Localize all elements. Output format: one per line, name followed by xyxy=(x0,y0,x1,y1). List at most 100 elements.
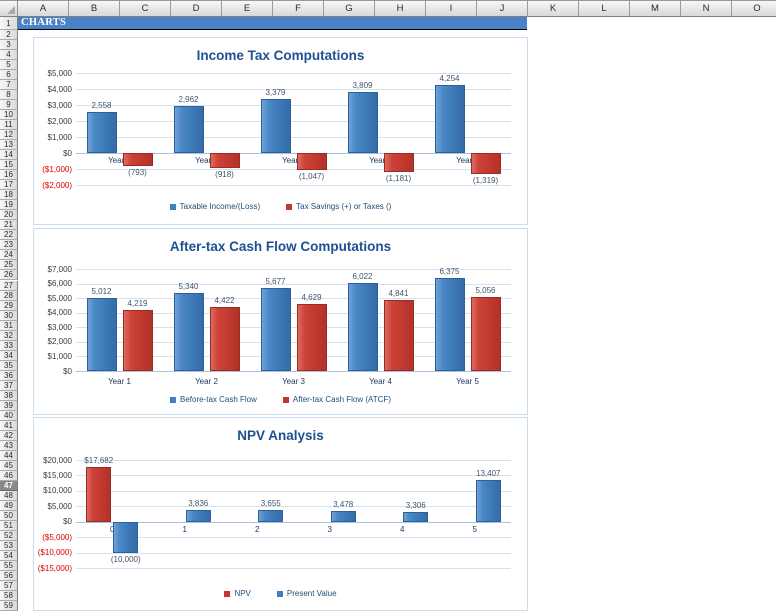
row-header-39[interactable]: 39 xyxy=(0,400,18,411)
row-header-9[interactable]: 9 xyxy=(0,100,18,111)
legend-item-blue[interactable]: Before-tax Cash Flow xyxy=(169,395,257,404)
column-header-O[interactable]: O xyxy=(732,0,776,17)
row-header-13[interactable]: 13 xyxy=(0,140,18,151)
row-header-25[interactable]: 25 xyxy=(0,260,18,271)
column-header-M[interactable]: M xyxy=(630,0,681,17)
row-header-38[interactable]: 38 xyxy=(0,390,18,401)
row-header-43[interactable]: 43 xyxy=(0,440,18,451)
row-header-35[interactable]: 35 xyxy=(0,360,18,371)
bar-blue-cat2[interactable] xyxy=(260,98,291,153)
row-header-50[interactable]: 50 xyxy=(0,510,18,521)
row-header-53[interactable]: 53 xyxy=(0,541,18,552)
row-header-47[interactable]: 47 xyxy=(0,480,18,491)
bar-red-cat1[interactable] xyxy=(209,153,240,168)
cell-charts-title[interactable]: CHARTS xyxy=(18,17,527,30)
column-header-H[interactable]: H xyxy=(375,0,426,17)
bar-red-cat3[interactable] xyxy=(383,300,414,371)
row-header-7[interactable]: 7 xyxy=(0,80,18,91)
bar-blue-cat0[interactable] xyxy=(86,112,117,153)
row-header-12[interactable]: 12 xyxy=(0,130,18,141)
row-header-8[interactable]: 8 xyxy=(0,90,18,101)
legend-item-red[interactable]: NPV xyxy=(224,589,251,598)
bar-blue-cat0[interactable] xyxy=(113,521,139,553)
row-header-51[interactable]: 51 xyxy=(0,520,18,531)
row-header-16[interactable]: 16 xyxy=(0,170,18,181)
row-header-26[interactable]: 26 xyxy=(0,270,18,281)
bar-red-cat0[interactable] xyxy=(122,309,153,371)
row-header-3[interactable]: 3 xyxy=(0,40,18,51)
row-header-6[interactable]: 6 xyxy=(0,70,18,81)
bar-blue-cat4[interactable] xyxy=(403,511,429,522)
select-all-corner[interactable] xyxy=(0,0,18,17)
row-header-45[interactable]: 45 xyxy=(0,460,18,471)
bar-blue-cat4[interactable] xyxy=(434,84,465,153)
bar-blue-cat1[interactable] xyxy=(173,105,204,153)
row-header-56[interactable]: 56 xyxy=(0,571,18,582)
row-header-49[interactable]: 49 xyxy=(0,500,18,511)
chart-after-tax-cash-flow-computations[interactable]: After-tax Cash Flow Computations $7,000 $6… xyxy=(33,228,528,415)
row-header-59[interactable]: 59 xyxy=(0,601,18,611)
bar-red-cat0[interactable] xyxy=(86,467,112,522)
row-header-41[interactable]: 41 xyxy=(0,420,18,431)
row-header-17[interactable]: 17 xyxy=(0,180,18,191)
chart-npv-analysis[interactable]: NPV Analysis $20,000 $15,000 $10,000 $5,000 $… xyxy=(33,417,528,611)
bar-blue-cat2[interactable] xyxy=(260,288,291,371)
row-header-11[interactable]: 11 xyxy=(0,120,18,131)
column-header-I[interactable]: I xyxy=(426,0,477,17)
row-header-55[interactable]: 55 xyxy=(0,561,18,572)
column-header-F[interactable]: F xyxy=(273,0,324,17)
row-header-37[interactable]: 37 xyxy=(0,380,18,391)
row-header-29[interactable]: 29 xyxy=(0,300,18,311)
chart-income-tax-computations[interactable]: Income Tax Computations $5,000 $4,000 $3,00… xyxy=(33,37,528,225)
column-header-E[interactable]: E xyxy=(222,0,273,17)
column-header-D[interactable]: D xyxy=(171,0,222,17)
row-header-20[interactable]: 20 xyxy=(0,210,18,221)
row-header-33[interactable]: 33 xyxy=(0,340,18,351)
row-header-34[interactable]: 34 xyxy=(0,350,18,361)
column-header-N[interactable]: N xyxy=(681,0,732,17)
bar-blue-cat4[interactable] xyxy=(434,278,465,371)
row-header-28[interactable]: 28 xyxy=(0,290,18,301)
bar-blue-cat3[interactable] xyxy=(347,92,378,153)
row-header-27[interactable]: 27 xyxy=(0,280,18,291)
legend-item-red[interactable]: After-tax Cash Flow (ATCF) xyxy=(282,395,391,404)
column-header-A[interactable]: A xyxy=(18,0,69,17)
row-header-1[interactable]: 1 xyxy=(0,17,18,30)
bar-red-cat4[interactable] xyxy=(470,297,501,371)
row-header-52[interactable]: 52 xyxy=(0,531,18,542)
bar-blue-cat1[interactable] xyxy=(185,509,211,522)
bar-red-cat4[interactable] xyxy=(470,153,501,175)
row-header-42[interactable]: 42 xyxy=(0,430,18,441)
column-header-J[interactable]: J xyxy=(477,0,528,17)
row-header-5[interactable]: 5 xyxy=(0,60,18,71)
legend-item-red[interactable]: Tax Savings (+) or Taxes () xyxy=(286,202,391,211)
row-header-19[interactable]: 19 xyxy=(0,200,18,211)
column-header-K[interactable]: K xyxy=(528,0,579,17)
row-header-15[interactable]: 15 xyxy=(0,160,18,171)
row-header-58[interactable]: 58 xyxy=(0,591,18,602)
row-header-57[interactable]: 57 xyxy=(0,581,18,592)
row-header-14[interactable]: 14 xyxy=(0,150,18,161)
bar-red-cat2[interactable] xyxy=(296,153,327,170)
bar-red-cat0[interactable] xyxy=(122,153,153,166)
bar-blue-cat2[interactable] xyxy=(258,510,284,522)
row-header-30[interactable]: 30 xyxy=(0,310,18,321)
row-header-24[interactable]: 24 xyxy=(0,250,18,261)
row-header-44[interactable]: 44 xyxy=(0,450,18,461)
bar-red-cat3[interactable] xyxy=(383,153,414,172)
bar-blue-cat3[interactable] xyxy=(330,510,356,522)
row-header-32[interactable]: 32 xyxy=(0,330,18,341)
legend-item-blue[interactable]: Present Value xyxy=(276,589,337,598)
column-header-L[interactable]: L xyxy=(579,0,630,17)
row-header-4[interactable]: 4 xyxy=(0,50,18,61)
bar-blue-cat1[interactable] xyxy=(173,293,204,371)
row-header-40[interactable]: 40 xyxy=(0,410,18,421)
row-header-54[interactable]: 54 xyxy=(0,551,18,562)
column-header-C[interactable]: C xyxy=(120,0,171,17)
bar-blue-cat0[interactable] xyxy=(86,297,117,371)
row-header-46[interactable]: 46 xyxy=(0,470,18,481)
row-header-36[interactable]: 36 xyxy=(0,370,18,381)
row-header-22[interactable]: 22 xyxy=(0,230,18,241)
row-header-2[interactable]: 2 xyxy=(0,30,18,41)
column-header-G[interactable]: G xyxy=(324,0,375,17)
